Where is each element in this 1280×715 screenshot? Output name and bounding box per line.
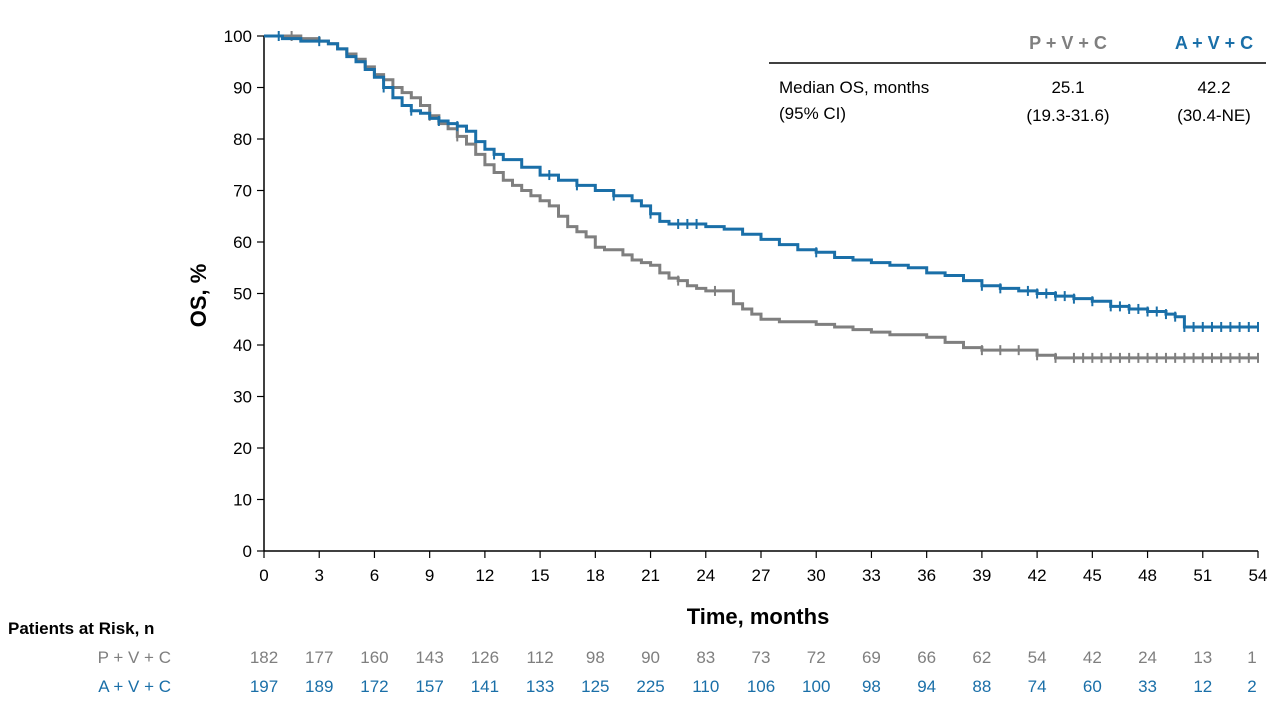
x-tick-label: 42	[1028, 566, 1047, 585]
y-tick-label: 50	[233, 285, 252, 304]
x-tick-label: 27	[752, 566, 771, 585]
median-value: 42.2	[1197, 78, 1230, 97]
legend-row-sublabel: (95% CI)	[779, 104, 846, 123]
x-tick-label: 6	[370, 566, 379, 585]
risk-value-pvc: 62	[972, 648, 991, 667]
risk-value-pvc: 160	[360, 648, 388, 667]
risk-table: Patients at Risk, nP + V + C 182 177 160 143…	[8, 619, 1257, 696]
y-tick-label: 100	[224, 27, 252, 46]
x-tick-label: 39	[972, 566, 991, 585]
risk-value-avc: 197	[250, 677, 278, 696]
x-tick-label: 12	[475, 566, 494, 585]
risk-value-pvc: 66	[917, 648, 936, 667]
risk-value-pvc: 143	[415, 648, 443, 667]
x-tick-label: 18	[586, 566, 605, 585]
risk-value-avc: 172	[360, 677, 388, 696]
x-tick-label: 21	[641, 566, 660, 585]
risk-value-avc: 106	[747, 677, 775, 696]
risk-value-avc: 110	[692, 677, 719, 696]
x-tick-label: 9	[425, 566, 434, 585]
median-value: 25.1	[1051, 78, 1084, 97]
risk-value-pvc: 73	[752, 648, 771, 667]
risk-value-avc: 74	[1028, 677, 1047, 696]
median-ci: (30.4-NE)	[1177, 106, 1251, 125]
y-tick-label: 20	[233, 439, 252, 458]
km-curve-pvc	[264, 34, 1258, 360]
y-tick-label: 0	[243, 542, 252, 561]
y-axis-title: OS, %	[186, 264, 211, 328]
y-tick-label: 80	[233, 130, 252, 149]
risk-value-pvc: 13	[1193, 648, 1212, 667]
median-ci: (19.3-31.6)	[1026, 106, 1109, 125]
risk-value-pvc: 126	[471, 648, 499, 667]
y-tick-label: 10	[233, 491, 252, 510]
x-tick-label: 15	[531, 566, 550, 585]
legend-header-pvc: P + V + C	[1029, 33, 1107, 53]
risk-value-avc: 157	[415, 677, 443, 696]
risk-value-avc: 98	[862, 677, 881, 696]
y-tick-label: 70	[233, 182, 252, 201]
risk-row-label-pvc: P + V + C	[98, 648, 171, 667]
risk-value-pvc: 182	[250, 648, 278, 667]
risk-value-avc: 12	[1193, 677, 1212, 696]
x-tick-label: 51	[1193, 566, 1212, 585]
risk-value-pvc: 83	[696, 648, 715, 667]
legend-row-label: Median OS, months	[779, 78, 929, 97]
x-tick-label: 24	[696, 566, 715, 585]
risk-table-title: Patients at Risk, n	[8, 619, 154, 638]
x-tick-label: 33	[862, 566, 881, 585]
y-tick-label: 60	[233, 233, 252, 252]
y-tick-label: 90	[233, 79, 252, 98]
x-tick-label: 48	[1138, 566, 1157, 585]
risk-value-avc: 60	[1083, 677, 1102, 696]
risk-value-avc: 141	[471, 677, 499, 696]
x-tick-label: 54	[1249, 566, 1268, 585]
risk-value-avc: 2	[1247, 677, 1256, 696]
risk-value-pvc: 1	[1247, 648, 1256, 667]
x-tick-label: 45	[1083, 566, 1102, 585]
risk-value-avc: 94	[917, 677, 936, 696]
risk-value-pvc: 24	[1138, 648, 1157, 667]
risk-value-avc: 189	[305, 677, 333, 696]
x-tick-label: 36	[917, 566, 936, 585]
x-axis-title: Time, months	[687, 604, 830, 629]
risk-value-pvc: 54	[1028, 648, 1047, 667]
risk-row-label-avc: A + V + C	[98, 677, 171, 696]
x-tick-label: 3	[314, 566, 323, 585]
x-tick-label: 0	[259, 566, 268, 585]
risk-value-avc: 88	[972, 677, 991, 696]
risk-value-avc: 100	[802, 677, 830, 696]
legend-header-avc: A + V + C	[1175, 33, 1253, 53]
survival-curves	[264, 31, 1259, 363]
y-tick-label: 40	[233, 336, 252, 355]
risk-value-avc: 125	[581, 677, 609, 696]
x-tick-label: 30	[807, 566, 826, 585]
risk-value-pvc: 177	[305, 648, 333, 667]
risk-value-pvc: 90	[641, 648, 660, 667]
risk-value-pvc: 69	[862, 648, 881, 667]
risk-value-pvc: 98	[586, 648, 605, 667]
risk-value-pvc: 72	[807, 648, 826, 667]
risk-value-pvc: 112	[527, 648, 554, 667]
risk-value-avc: 133	[526, 677, 554, 696]
risk-value-pvc: 42	[1083, 648, 1102, 667]
median-os-table: P + V + C A + V + C Median OS, months (95% …	[769, 33, 1266, 125]
km-curve-avc	[264, 34, 1258, 329]
y-tick-label: 30	[233, 388, 252, 407]
risk-value-avc: 225	[636, 677, 664, 696]
risk-value-avc: 33	[1138, 677, 1157, 696]
